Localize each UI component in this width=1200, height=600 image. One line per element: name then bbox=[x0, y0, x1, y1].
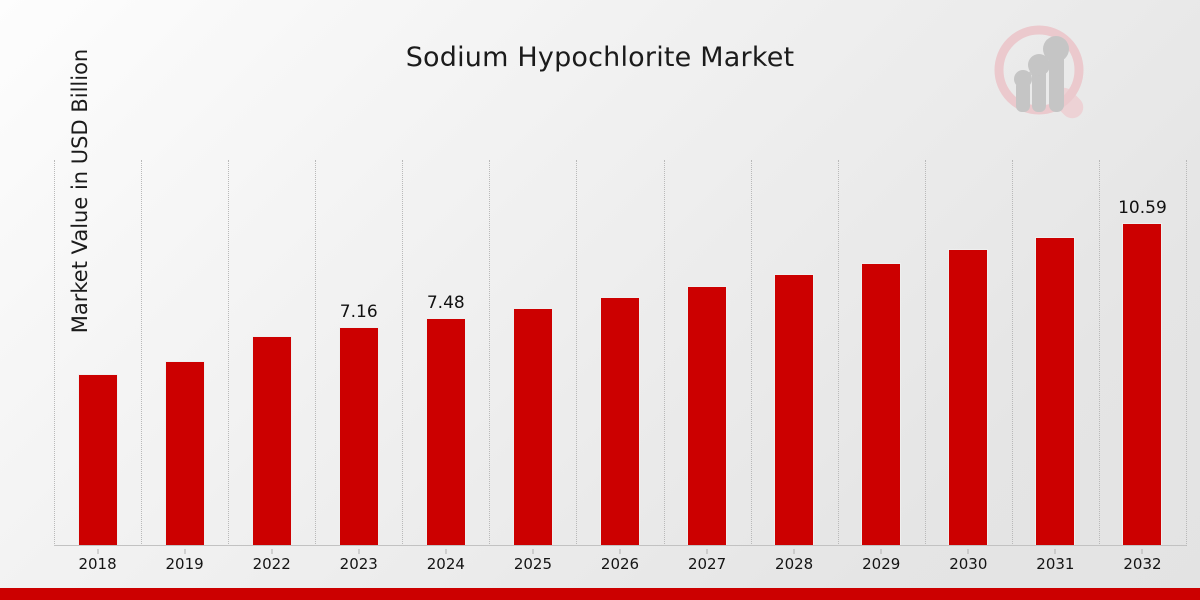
x-tick-label-2032: 2032 bbox=[1123, 555, 1162, 573]
bar-value-label-2023: 7.16 bbox=[339, 302, 378, 323]
bar-slot bbox=[141, 160, 228, 546]
x-tick-label-2018: 2018 bbox=[78, 555, 117, 573]
x-tick-label-2023: 2023 bbox=[339, 555, 378, 573]
gridline-vertical bbox=[141, 160, 143, 546]
x-tick-mark-2018 bbox=[97, 549, 99, 554]
x-tick-mark-2030 bbox=[967, 549, 969, 554]
x-axis-baseline bbox=[54, 545, 1186, 546]
bar-slot: 10.59 bbox=[1099, 160, 1186, 546]
bar-2018[interactable] bbox=[77, 374, 118, 546]
x-tick-mark-2022 bbox=[271, 549, 273, 554]
bar-slot: 7.16 bbox=[315, 160, 402, 546]
x-tick-mark-2026 bbox=[619, 549, 621, 554]
bar-2027[interactable] bbox=[687, 285, 728, 546]
gridline-vertical bbox=[1098, 160, 1100, 546]
bar-slot bbox=[925, 160, 1012, 546]
bar-slot bbox=[576, 160, 663, 546]
bar-value-label-2024: 7.48 bbox=[426, 292, 465, 313]
x-tick-mark-2029 bbox=[880, 549, 882, 554]
bar-2023[interactable] bbox=[338, 327, 379, 546]
x-tick-mark-2027 bbox=[706, 549, 708, 554]
bar-slot bbox=[838, 160, 925, 546]
gridline-vertical bbox=[54, 160, 55, 546]
gridline-vertical bbox=[924, 160, 926, 546]
bar-slot bbox=[228, 160, 315, 546]
gridline-vertical bbox=[663, 160, 665, 546]
gridline-vertical bbox=[750, 160, 752, 546]
bar-2026[interactable] bbox=[599, 296, 640, 546]
x-tick-mark-2032 bbox=[1141, 549, 1143, 554]
x-tick-mark-2024 bbox=[445, 549, 447, 554]
gridline-vertical bbox=[1186, 160, 1187, 546]
bar-2029[interactable] bbox=[861, 262, 902, 546]
bar-2024[interactable] bbox=[425, 317, 466, 546]
magnifier-bar-chart-logo bbox=[985, 18, 1100, 130]
bar-slot: 7.48 bbox=[402, 160, 489, 546]
x-axis: 2018 2019 2022 2023 2024 2025 2026 2027 2028 2029… bbox=[54, 549, 1186, 577]
gridline-vertical bbox=[228, 160, 230, 546]
gridline-vertical bbox=[489, 160, 491, 546]
bar-2031[interactable] bbox=[1035, 237, 1076, 546]
x-tick-mark-2031 bbox=[1054, 549, 1056, 554]
gridline-vertical bbox=[402, 160, 404, 546]
footer-accent-bar bbox=[0, 588, 1200, 600]
x-tick-label-2019: 2019 bbox=[165, 555, 204, 573]
chart-title: Sodium Hypochlorite Market bbox=[405, 42, 795, 73]
bar-slot bbox=[751, 160, 838, 546]
gridline-vertical bbox=[1011, 160, 1013, 546]
bar-2030[interactable] bbox=[948, 248, 989, 546]
bar-value-label-2032: 10.59 bbox=[1118, 198, 1167, 219]
logo-bars-icon bbox=[1014, 36, 1069, 112]
bar-2019[interactable] bbox=[164, 360, 205, 546]
gridline-vertical bbox=[315, 160, 317, 546]
bar-slot bbox=[664, 160, 751, 546]
x-tick-label-2030: 2030 bbox=[949, 555, 988, 573]
bar-2028[interactable] bbox=[774, 273, 815, 546]
x-tick-mark-2019 bbox=[184, 549, 186, 554]
plot-area: 7.16 7.48 10.59 bbox=[54, 160, 1187, 546]
x-tick-label-2031: 2031 bbox=[1036, 555, 1075, 573]
bar-2022[interactable] bbox=[251, 336, 292, 546]
bar-2025[interactable] bbox=[512, 307, 553, 546]
bar-slot bbox=[489, 160, 576, 546]
x-tick-label-2024: 2024 bbox=[426, 555, 465, 573]
x-tick-mark-2028 bbox=[793, 549, 795, 554]
bar-2032[interactable] bbox=[1122, 223, 1163, 546]
bar-slot bbox=[54, 160, 141, 546]
x-tick-mark-2023 bbox=[358, 549, 360, 554]
x-tick-label-2022: 2022 bbox=[252, 555, 291, 573]
x-tick-label-2029: 2029 bbox=[862, 555, 901, 573]
gridline-vertical bbox=[576, 160, 578, 546]
x-tick-label-2028: 2028 bbox=[775, 555, 814, 573]
x-tick-label-2026: 2026 bbox=[600, 555, 640, 573]
x-tick-mark-2025 bbox=[532, 549, 534, 554]
x-tick-label-2027: 2027 bbox=[687, 555, 727, 573]
bar-slot bbox=[1012, 160, 1099, 546]
gridline-vertical bbox=[837, 160, 839, 546]
x-tick-label-2025: 2025 bbox=[513, 555, 553, 573]
